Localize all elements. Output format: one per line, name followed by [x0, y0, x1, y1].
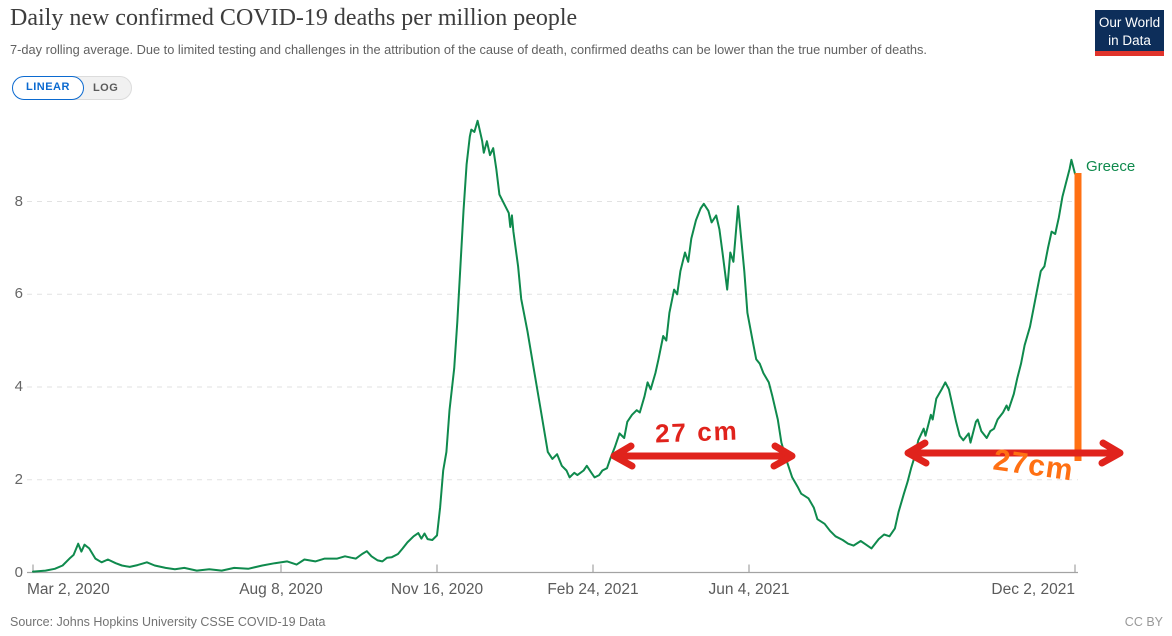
red-double-arrow-middle-stroke [610, 442, 636, 470]
red-double-arrow-right [904, 439, 1124, 467]
red-double-arrow-middle-stroke [770, 442, 796, 470]
y-axis-tick-label-2: 2 [14, 470, 23, 488]
x-axis-tick-label: Jun 4, 2021 [708, 581, 790, 598]
x-axis-tick-label: Aug 8, 2020 [239, 581, 323, 598]
y-axis-tick-label-6: 6 [14, 285, 23, 303]
owid-logo[interactable]: Our World in Data [1095, 10, 1164, 56]
owid-logo-line1: Our World [1098, 15, 1161, 30]
red-double-arrow-middle [610, 442, 796, 470]
owid-logo-line2: in Data [1108, 32, 1151, 48]
x-axis-tick-label: Dec 2, 2021 [991, 581, 1075, 598]
series-label-greece[interactable]: Greece [1086, 158, 1136, 175]
greece-series-line[interactable] [32, 119, 1076, 573]
y-axis-tick-label-8: 8 [14, 192, 23, 210]
annotation-27cm-middle: 27 cm [654, 415, 740, 449]
y-axis-tick-label-4: 4 [14, 378, 23, 395]
source-attribution: Source: Johns Hopkins University CSSE CO… [10, 615, 326, 629]
red-double-arrow-right-stroke [904, 439, 930, 467]
red-double-arrow-right-stroke [1098, 439, 1124, 467]
x-axis-tick-label: Mar 2, 2020 [27, 581, 110, 598]
x-axis-tick-label: Feb 24, 2021 [547, 581, 639, 598]
x-axis-tick-label: Nov 16, 2020 [390, 581, 484, 598]
linear-scale-button[interactable]: LINEAR [12, 76, 84, 100]
page-title: Daily new confirmed COVID-19 deaths per … [10, 5, 578, 31]
license-badge[interactable]: CC BY [1124, 615, 1163, 629]
chart-subtitle: 7-day rolling average. Due to limited te… [10, 42, 927, 57]
owid-logo-red-strip [1095, 51, 1164, 56]
y-axis-tick-label-0: 0 [14, 563, 23, 581]
scale-toggle: LINEAR LOG [12, 76, 133, 100]
